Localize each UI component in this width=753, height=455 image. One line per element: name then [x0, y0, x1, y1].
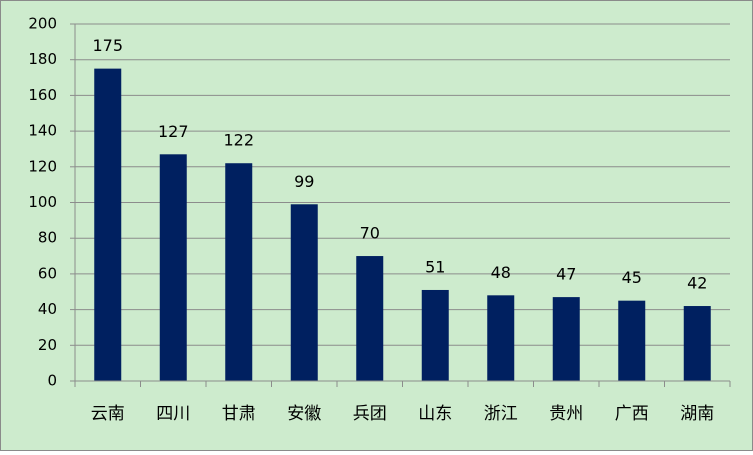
- x-tick-label: 甘肃: [222, 404, 256, 424]
- bar: [618, 300, 646, 381]
- y-tick-label: 80: [38, 229, 57, 247]
- y-tick-label: 180: [28, 50, 57, 68]
- bar: [225, 163, 253, 381]
- y-tick-label: 100: [28, 193, 57, 211]
- x-tick-label: 湖南: [680, 404, 714, 424]
- y-tick-label: 40: [38, 300, 57, 318]
- y-tick-label: 20: [38, 336, 57, 354]
- bar: [421, 289, 449, 381]
- x-tick-label: 贵州: [549, 404, 583, 424]
- bar: [487, 295, 515, 381]
- x-tick-label: 浙江: [484, 404, 518, 424]
- x-tick-label: 安徽: [287, 404, 321, 424]
- bar: [356, 256, 384, 381]
- x-tick-label: 云南: [91, 404, 125, 424]
- data-label: 122: [223, 131, 254, 150]
- bar: [290, 204, 318, 381]
- x-tick-label: 四川: [156, 404, 190, 424]
- bar: [159, 154, 187, 381]
- bar: [552, 297, 580, 381]
- data-label: 47: [556, 265, 576, 284]
- bar: [683, 306, 711, 381]
- data-label: 51: [425, 257, 445, 276]
- data-label: 175: [92, 36, 123, 55]
- data-label: 42: [687, 274, 707, 293]
- x-tick-label: 广西: [615, 404, 649, 424]
- data-label: 70: [360, 224, 380, 243]
- y-tick-label: 140: [28, 122, 57, 140]
- data-label: 127: [158, 122, 189, 141]
- y-tick-label: 200: [28, 15, 57, 33]
- y-tick-label: 60: [38, 264, 57, 282]
- data-label: 99: [294, 172, 314, 191]
- data-label: 45: [622, 268, 642, 287]
- y-tick-label: 120: [28, 157, 57, 175]
- y-tick-label: 160: [28, 86, 57, 104]
- y-tick-label: 0: [47, 372, 57, 390]
- x-tick-label: 山东: [418, 404, 452, 424]
- data-label: 48: [491, 263, 511, 282]
- x-tick-label: 兵团: [353, 404, 387, 424]
- bar: [94, 68, 122, 381]
